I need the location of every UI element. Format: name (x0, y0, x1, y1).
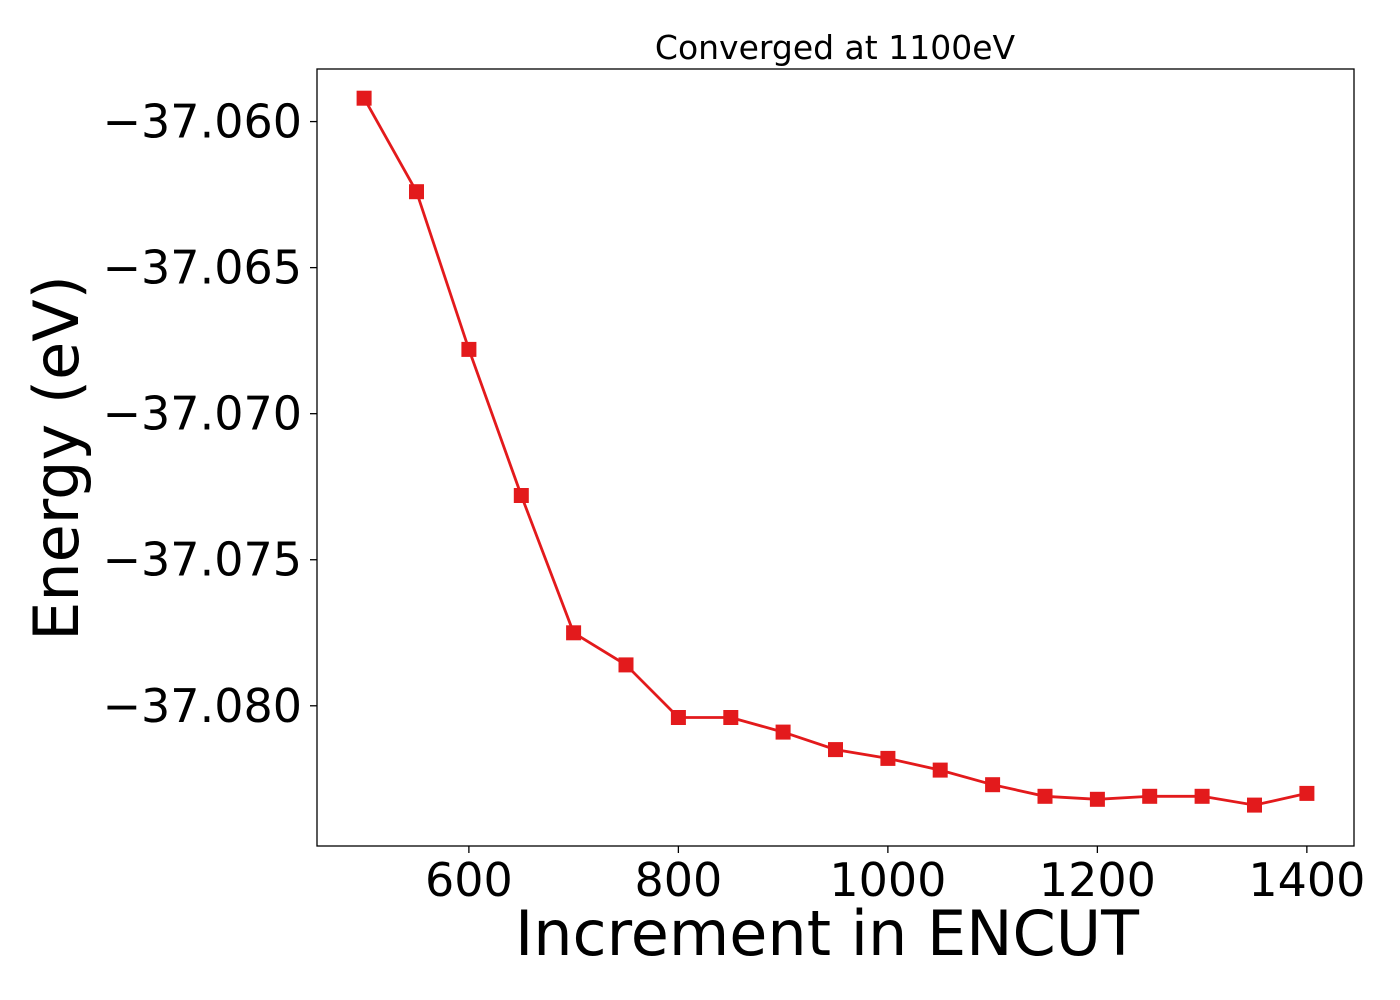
x-tick-label: 1000 (829, 853, 946, 907)
plot-frame (316, 68, 1355, 847)
data-point (880, 750, 896, 766)
y-tick-label: −37.075 (103, 533, 303, 587)
x-tick-label: 600 (425, 853, 513, 907)
data-point (1194, 788, 1210, 804)
data-point (723, 710, 739, 725)
data-point (513, 488, 529, 503)
x-tick-label: 1200 (1039, 853, 1156, 907)
y-tick-label: −37.060 (103, 95, 303, 149)
data-point (356, 90, 372, 106)
y-axis: −37.060 −37.065 −37.070 −37.075 −37.080 (103, 95, 317, 733)
data-point (1247, 797, 1262, 813)
x-tick-label: 800 (634, 853, 722, 907)
data-point (670, 710, 686, 725)
data-point (775, 724, 791, 740)
y-tick-label: −37.080 (103, 679, 303, 733)
data-point (828, 742, 843, 758)
data-point (409, 184, 424, 200)
series-line (362, 97, 1308, 807)
data-point (1089, 791, 1105, 807)
y-tick-label: −37.065 (103, 241, 303, 295)
data-point (1142, 788, 1158, 804)
x-axis-label: Increment in ENCUT (515, 897, 1140, 970)
data-point (1299, 785, 1315, 801)
data-point (618, 657, 634, 673)
plot-area (356, 90, 1315, 813)
data-point (566, 625, 582, 641)
x-axis: 600 800 1000 1200 1400 (425, 846, 1365, 907)
data-point (985, 777, 1001, 793)
y-axis-label: Energy (eV) (20, 275, 93, 641)
data-point (1037, 788, 1053, 804)
data-point (932, 762, 948, 778)
data-point (461, 341, 477, 357)
chart-title: Converged at 1100eV (655, 28, 1016, 67)
x-tick-label: 1400 (1248, 853, 1365, 907)
y-tick-label: −37.070 (103, 387, 303, 441)
